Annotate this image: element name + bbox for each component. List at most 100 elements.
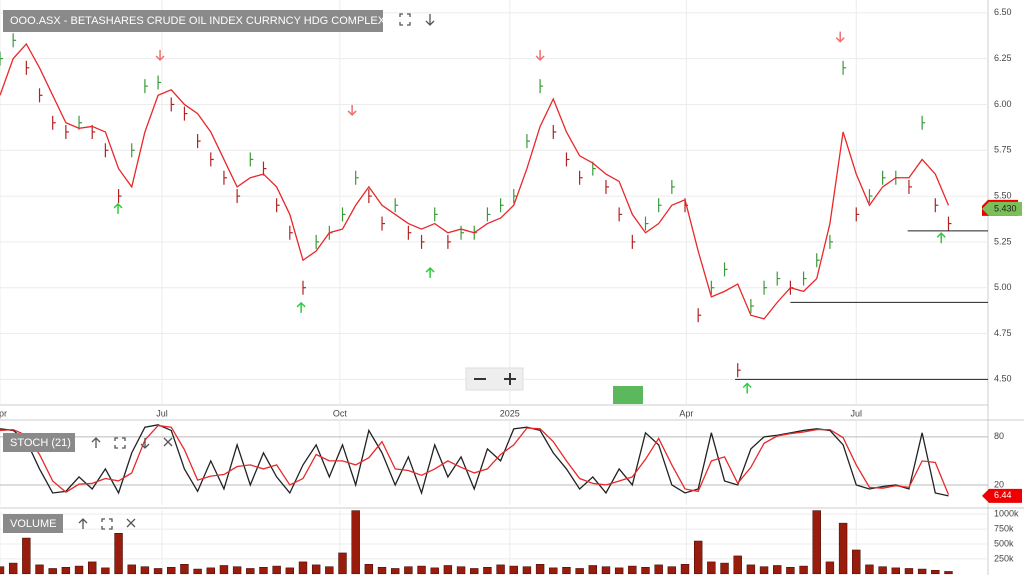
up-icon[interactable] (78, 518, 88, 529)
volume-bar (298, 561, 308, 575)
signal-arrow-up (113, 202, 123, 214)
volume-bar (285, 567, 295, 575)
volume-bar (404, 566, 413, 575)
volume-bar (101, 567, 110, 575)
volume-bar (707, 561, 716, 575)
fullscreen-icon[interactable] (101, 518, 113, 530)
volume-bar (8, 562, 18, 575)
volume-bar (917, 568, 927, 575)
volume-bar (0, 566, 5, 575)
volume-bar (601, 566, 611, 575)
x-tick-label: 2025 (500, 408, 520, 418)
stoch-tools[interactable] (91, 437, 173, 449)
volume-bar (483, 566, 492, 575)
volume-bar (22, 537, 31, 575)
volume-bar (891, 567, 900, 575)
volume-title: VOLUME (10, 518, 56, 530)
y-tick-label: 750k (994, 523, 1014, 533)
volume-bar (641, 566, 650, 575)
volume-bar (575, 568, 584, 575)
x-tick-label: Oct (333, 408, 348, 418)
volume-bar (127, 564, 136, 575)
zoom-control[interactable] (465, 367, 524, 391)
volume-bar (232, 566, 242, 575)
volume-bar (838, 522, 848, 575)
y-tick-label: 6.00 (994, 99, 1012, 109)
series-line (0, 424, 950, 495)
scroll-handle[interactable] (613, 386, 643, 404)
volume-bar (693, 540, 703, 575)
fullscreen-icon[interactable] (114, 437, 126, 449)
last-stoch-tag (982, 488, 1022, 503)
x-tick-label: Jul (156, 408, 168, 418)
series-line (0, 42, 950, 320)
y-tick-label: 6.25 (994, 53, 1012, 63)
volume-bar (746, 564, 756, 575)
volume-bar (377, 566, 387, 575)
volume-bar (390, 568, 400, 575)
title-tools[interactable] (399, 13, 435, 26)
y-tick-label: 5.00 (994, 282, 1012, 292)
volume-bar (680, 564, 690, 575)
y-tick-label: 4.50 (994, 374, 1012, 384)
volume-bar (417, 565, 426, 575)
volume-bar (470, 568, 479, 575)
volume-bar (522, 566, 532, 575)
volume-bar (733, 555, 742, 575)
volume-tools[interactable] (78, 518, 136, 530)
volume-bar (667, 566, 677, 575)
zoom-in[interactable] (504, 373, 516, 385)
volume-bar (430, 567, 439, 575)
volume-bar (562, 566, 571, 575)
down-icon[interactable] (425, 14, 435, 26)
down-icon[interactable] (140, 438, 150, 449)
volume-bar (720, 562, 729, 575)
y-tick-label: 6.50 (994, 7, 1012, 17)
volume-bar (759, 566, 769, 575)
fullscreen-icon[interactable] (399, 13, 411, 26)
y-tick-label: 250k (994, 553, 1014, 563)
y-tick-label: 5.75 (994, 145, 1012, 155)
up-icon[interactable] (91, 437, 101, 448)
volume-bar (167, 566, 176, 575)
volume-bar (773, 565, 782, 575)
volume-bar (588, 565, 598, 575)
volume-bar (614, 567, 624, 575)
volume-bar (786, 566, 795, 575)
volume-box (3, 514, 63, 533)
close-icon[interactable] (126, 518, 136, 528)
volume-bar (206, 567, 215, 575)
y-tick-label: 5.50 (994, 190, 1012, 200)
volume-bar (878, 566, 887, 575)
volume-bar (246, 568, 255, 575)
x-tick-label: Apr (0, 408, 7, 418)
chart-title: OOO.ASX - BETASHARES CRUDE OIL INDEX CUR… (10, 15, 409, 27)
volume-bar (944, 571, 953, 575)
volume-bar (272, 565, 281, 575)
volume-bar (338, 552, 347, 575)
stoch-box (3, 433, 75, 452)
x-tick-label: Apr (679, 408, 693, 418)
volume-bar (865, 564, 874, 575)
signal-arrow-up (296, 301, 306, 313)
last-stoch-label: 6.44 (994, 490, 1012, 500)
y-tick-label: 500k (994, 538, 1014, 548)
volume-bar (325, 566, 334, 575)
y-tick-label: 5.25 (994, 236, 1012, 246)
volume-bar (153, 568, 163, 575)
zoom-bar (465, 367, 524, 391)
volume-bar (48, 568, 57, 575)
signal-arrow-up (742, 382, 752, 394)
last-price-tag (982, 201, 1022, 216)
volume-bar (74, 565, 84, 575)
signal-arrow-up (936, 232, 946, 244)
close-icon[interactable] (163, 437, 173, 447)
last-price-label: 5.430 (994, 203, 1017, 213)
volume-bar (193, 568, 202, 575)
volume-bar (259, 566, 268, 575)
y-tick-label: 1000k (994, 509, 1019, 519)
volume-bar (904, 568, 914, 575)
signal-arrow-down (155, 49, 165, 62)
x-tick-label: Jul (851, 408, 863, 418)
